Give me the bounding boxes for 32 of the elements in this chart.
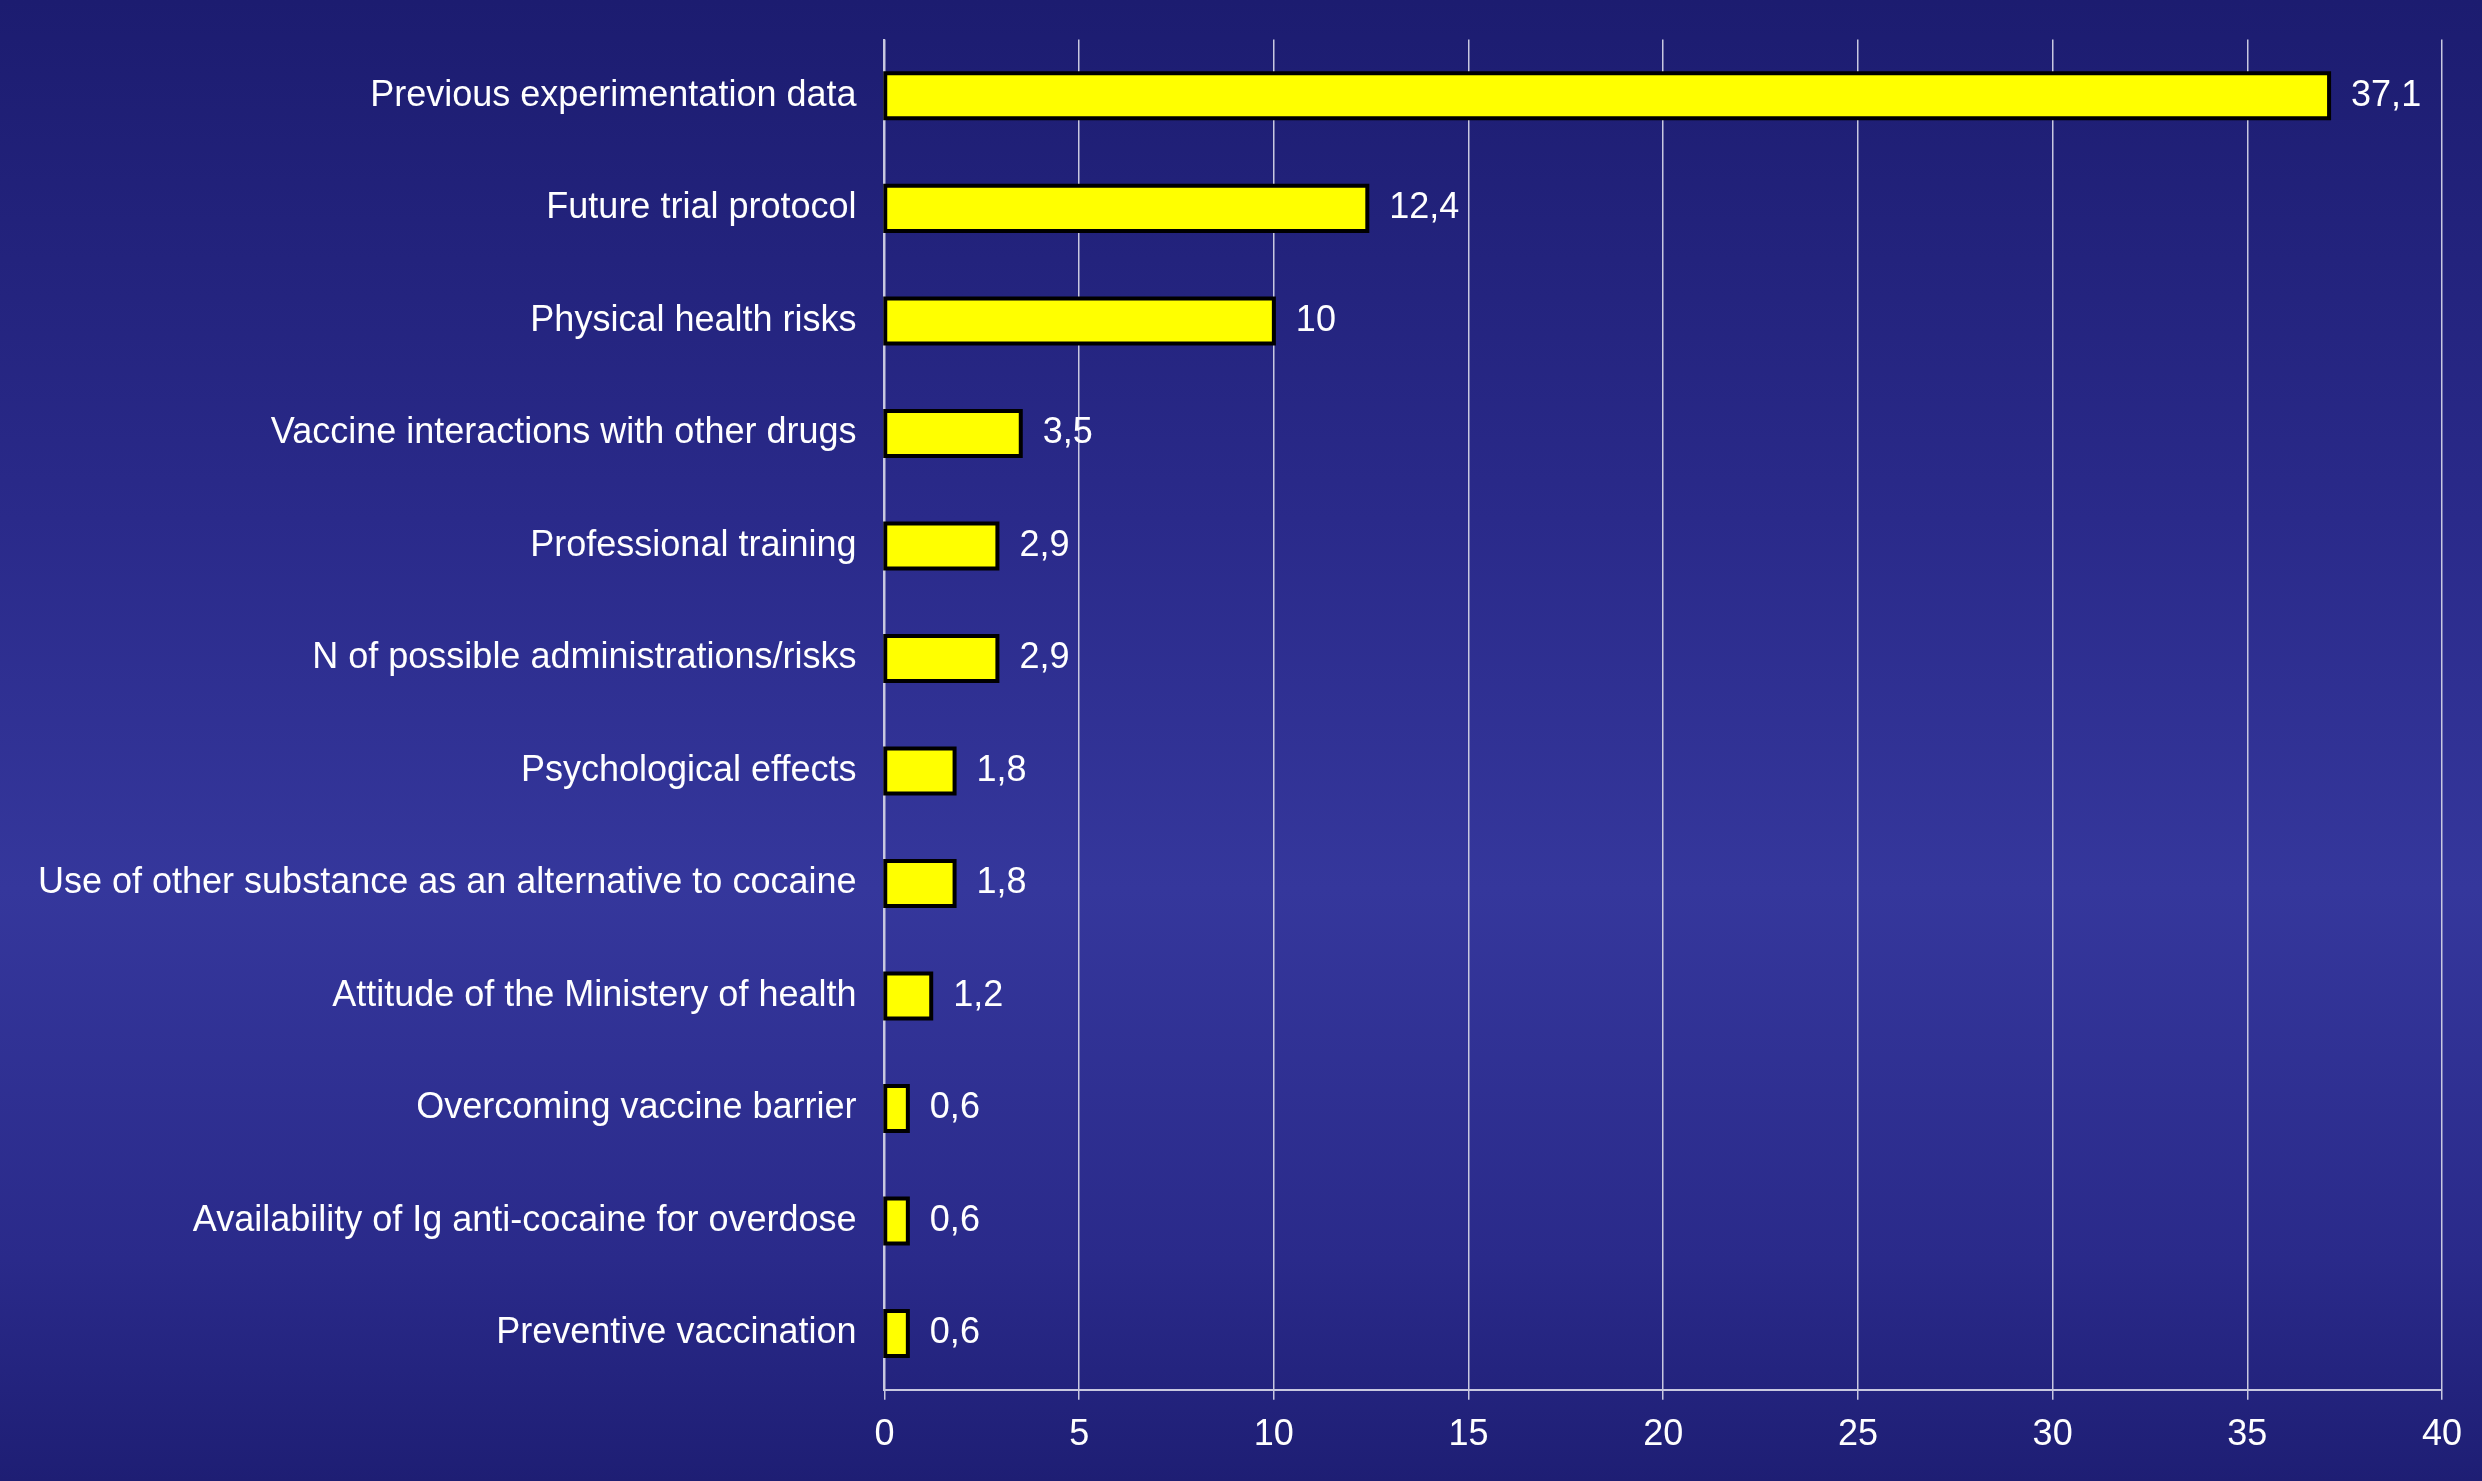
data-label: 0,6 (929, 1085, 980, 1127)
data-label: 1,8 (976, 860, 1027, 902)
y-tick-label: Attitude of the Ministery of health (332, 972, 857, 1014)
x-tick-label: 30 (2032, 1412, 2073, 1454)
y-tick-label: Psychological effects (520, 747, 857, 789)
x-tick-label: 35 (2227, 1412, 2268, 1454)
y-tick-label: Overcoming vaccine barrier (416, 1085, 857, 1127)
data-label: 1,2 (953, 972, 1004, 1014)
y-tick-label: N of possible administrations/risks (312, 635, 857, 677)
y-tick-label: Availability of Ig anti-cocaine for overdose (192, 1197, 857, 1239)
x-tick-label: 15 (1448, 1412, 1489, 1454)
y-tick-label: Use of other substance as an alternative to cocaine (37, 860, 857, 902)
y-tick-label: Previous experimentation data (370, 72, 858, 114)
data-label: 2,9 (1019, 522, 1070, 564)
data-label: 2,9 (1019, 635, 1070, 677)
x-tick-label: 5 (1069, 1412, 1090, 1454)
y-tick-label: Vaccine interactions with other drugs (270, 410, 857, 452)
x-tick-label: 25 (1837, 1412, 1878, 1454)
x-tick-label: 10 (1253, 1412, 1294, 1454)
x-tick-label: 0 (874, 1412, 895, 1454)
y-tick-label: Physical health risks (530, 297, 857, 339)
data-label: 0,6 (929, 1197, 980, 1239)
data-label: 10 (1295, 297, 1336, 339)
x-tick-label: 20 (1643, 1412, 1684, 1454)
data-label: 1,8 (976, 747, 1027, 789)
y-tick-label: Future trial protocol (546, 185, 857, 227)
data-label: 0,6 (929, 1310, 980, 1352)
data-label: 37,1 (2351, 72, 2422, 114)
y-tick-label: Preventive vaccination (496, 1310, 857, 1352)
y-tick-label: Professional training (530, 522, 857, 564)
data-label: 12,4 (1389, 185, 1460, 227)
x-tick-label: 40 (2421, 1412, 2463, 1454)
